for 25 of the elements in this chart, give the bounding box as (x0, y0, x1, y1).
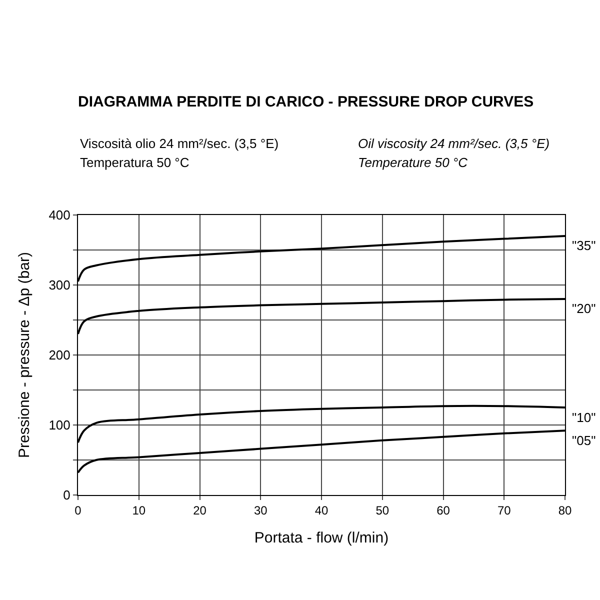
y-axis-title: Pressione - pressure - Δp (bar) (16, 252, 33, 458)
series-label: "05" (572, 433, 596, 448)
x-tick-label: 80 (558, 503, 572, 518)
x-tick-label: 0 (74, 503, 82, 518)
x-tick-label: 20 (193, 503, 207, 518)
text: Oil viscosity 24 mm²/sec. (3,5 °E) (358, 136, 550, 151)
x-tick-label: 30 (254, 503, 268, 518)
x-tick-label: 60 (436, 503, 450, 518)
y-tick-label: 400 (48, 208, 70, 223)
y-tick-label: 200 (48, 348, 70, 363)
y-tick-label: 100 (48, 418, 70, 433)
series-label: "20" (572, 301, 596, 316)
text: Viscosità olio 24 mm²/sec. (3,5 °E) (80, 136, 279, 151)
text: Temperatura 50 °C (80, 155, 190, 170)
series-label: "35" (572, 238, 596, 253)
y-tick-label: 300 (48, 278, 70, 293)
x-tick-label: 10 (132, 503, 146, 518)
y-tick-label: 0 (63, 488, 70, 503)
x-tick-label: 50 (376, 503, 390, 518)
text: Temperature 50 °C (358, 155, 468, 170)
x-axis-title: Portata - flow (l/min) (254, 529, 389, 546)
x-tick-label: 70 (497, 503, 512, 518)
x-tick-label: 40 (314, 503, 328, 518)
chart-title: DIAGRAMMA PERDITE DI CARICO - PRESSURE DROP CURVES (78, 94, 534, 110)
series-label: "10" (572, 410, 596, 425)
